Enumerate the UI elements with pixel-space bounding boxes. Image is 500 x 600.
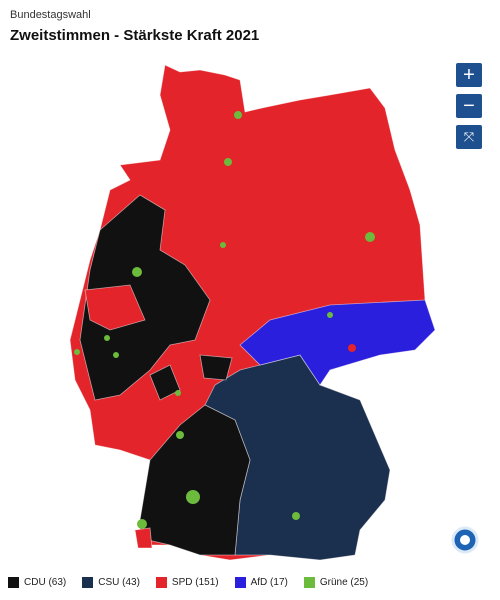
legend-item: SPD (151)	[155, 577, 219, 588]
fullscreen-button[interactable]: ⤧	[456, 125, 482, 149]
green-district	[220, 242, 226, 248]
green-district	[224, 158, 232, 166]
green-district	[137, 519, 147, 529]
green-district	[234, 111, 242, 119]
green-district	[176, 431, 184, 439]
legend-item: AfD (17)	[234, 577, 288, 588]
green-district	[113, 352, 119, 358]
region-cdu-hesse	[149, 364, 181, 401]
legend-label: AfD (17)	[250, 577, 288, 588]
green-district	[327, 312, 333, 318]
broadcaster-logo-inner	[460, 535, 470, 545]
legend-swatch	[82, 577, 94, 588]
green-district	[104, 335, 110, 341]
green-district	[74, 349, 80, 355]
legend-swatch	[155, 577, 167, 588]
legend-label: Grüne (25)	[319, 577, 369, 588]
zoom-in-button[interactable]: +	[456, 63, 482, 87]
green-districts	[74, 111, 375, 529]
green-district	[132, 267, 142, 277]
zoom-out-button[interactable]: −	[456, 94, 482, 118]
legend-swatch	[303, 577, 315, 588]
spd-district	[348, 344, 356, 352]
legend-label: CDU (63)	[24, 577, 67, 588]
region-spd-west	[84, 284, 146, 331]
legend-swatch	[8, 577, 19, 588]
green-district	[292, 512, 300, 520]
kicker: Bundestagswahl	[10, 9, 91, 21]
map	[69, 64, 479, 561]
region-cdu-west	[79, 194, 211, 401]
green-district	[175, 390, 181, 396]
title: Zweitstimmen - Stärkste Kraft 2021	[10, 27, 260, 44]
green-district	[186, 490, 200, 504]
legend: CDU (63) CSU (43) SPD (151) AfD (17) Grü…	[8, 577, 368, 588]
legend-label: CSU (43)	[98, 577, 140, 588]
region-afd	[239, 299, 436, 386]
legend-item: CDU (63)	[8, 577, 66, 588]
green-district	[365, 232, 375, 242]
region-cdu-central	[199, 354, 233, 381]
legend-swatch	[234, 577, 246, 588]
region-spd-south	[134, 527, 153, 549]
legend-item: Grüne (25)	[303, 577, 369, 588]
legend-item: CSU (43)	[82, 577, 140, 588]
legend-label: SPD (151)	[171, 577, 219, 588]
